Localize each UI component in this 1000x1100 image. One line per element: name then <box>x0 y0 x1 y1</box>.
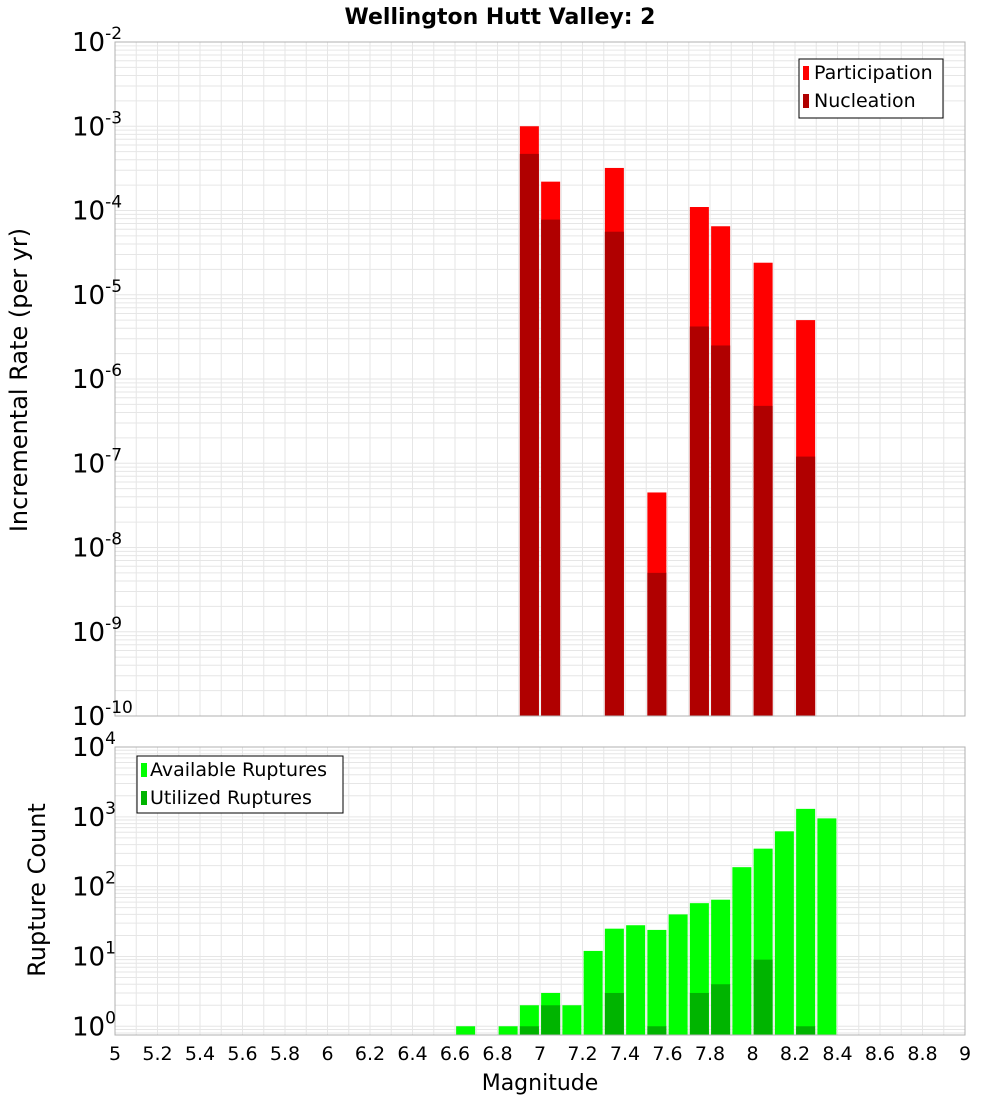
magnitude-x-tick-labels: 5 5.2 5.4 5.6 5.8 6 6.2 6.4 6.6 6.8 7 7.2 7.4 7.6 7.8 8… <box>109 1043 971 1065</box>
rate-bars <box>519 126 816 717</box>
utilized-ruptures-bar <box>519 1026 539 1035</box>
count-panel: 100 101 102 103 104 5 5.2 5.4 5.6 5.8 6 6.2 6.4 6.6 6… <box>23 729 971 1096</box>
utilized-ruptures-bar <box>796 1026 816 1035</box>
available-ruptures-bar <box>562 1005 582 1035</box>
count-plot-frame <box>114 746 966 1036</box>
utilized-ruptures-bar <box>689 992 709 1035</box>
available-ruptures-bar <box>732 867 752 1035</box>
available-ruptures-bar <box>498 1026 518 1035</box>
x-tick-label: 7.4 <box>610 1043 640 1065</box>
y-tick-label: 10-9 <box>72 614 122 648</box>
nucleation-bar <box>519 153 539 717</box>
x-tick-label: 5.4 <box>185 1043 215 1065</box>
x-tick-label: 8.6 <box>865 1043 895 1065</box>
x-tick-label: 6.8 <box>482 1043 512 1065</box>
available-ruptures-bar <box>583 950 603 1035</box>
x-tick-label: 7.2 <box>567 1043 597 1065</box>
nucleation-bar <box>647 572 667 716</box>
nucleation-swatch <box>803 94 809 108</box>
nucleation-bar <box>541 219 561 716</box>
available-ruptures-bar <box>647 929 667 1035</box>
x-tick-label: 5 <box>109 1043 121 1065</box>
nucleation-bar <box>711 345 731 716</box>
nucleation-bar <box>604 231 624 717</box>
x-tick-label: 8.8 <box>907 1043 937 1065</box>
x-tick-label: 7 <box>534 1043 546 1065</box>
utilized-swatch <box>141 791 147 805</box>
x-tick-label: 6.2 <box>355 1043 385 1065</box>
rate-plot-frame <box>114 41 966 717</box>
x-tick-label: 8.2 <box>780 1043 810 1065</box>
rate-panel: 10-10 10-9 10-8 10-7 10-6 10-5 10-4 10-3 10-2 In… <box>5 24 966 732</box>
x-tick-label: 6.4 <box>397 1043 427 1065</box>
y-tick-label: 10-6 <box>72 361 122 395</box>
utilized-ruptures-bar <box>647 1026 667 1035</box>
y-tick-label: 102 <box>72 869 116 903</box>
x-tick-label: 6.6 <box>440 1043 470 1065</box>
utilized-legend-label: Utilized Ruptures <box>150 787 312 809</box>
count-legend: Available Ruptures Utilized Ruptures <box>136 755 344 814</box>
x-tick-label: 5.2 <box>142 1043 172 1065</box>
y-tick-label: 10-4 <box>72 193 122 227</box>
chart-title: Wellington Hutt Valley: 2 <box>345 5 656 30</box>
x-tick-label: 8.4 <box>822 1043 852 1065</box>
available-ruptures-bar <box>626 925 646 1035</box>
y-tick-label: 104 <box>72 729 116 763</box>
y-tick-label: 10-8 <box>72 530 122 564</box>
y-tick-label: 10-7 <box>72 445 122 479</box>
rate-gridlines <box>114 41 966 717</box>
x-tick-label: 7.6 <box>652 1043 682 1065</box>
y-tick-label: 101 <box>72 938 116 972</box>
utilized-ruptures-bar <box>711 984 731 1035</box>
count-y-tick-labels: 100 101 102 103 104 <box>72 729 116 1042</box>
x-tick-label: 9 <box>959 1043 971 1065</box>
available-ruptures-bar <box>774 831 794 1035</box>
nucleation-legend-label: Nucleation <box>814 90 916 112</box>
rate-y-tick-labels: 10-10 10-9 10-8 10-7 10-6 10-5 10-4 10-3 10-2 <box>72 24 133 732</box>
x-tick-label: 6 <box>321 1043 333 1065</box>
participation-legend-label: Participation <box>814 62 933 84</box>
y-tick-label: 10-5 <box>72 277 122 311</box>
rate-y-axis-label: Incremental Rate (per yr) <box>5 228 33 532</box>
count-bars <box>456 808 837 1035</box>
utilized-ruptures-bar <box>541 1005 561 1035</box>
x-tick-label: 8 <box>746 1043 758 1065</box>
available-legend-label: Available Ruptures <box>150 759 327 781</box>
y-tick-label: 100 <box>72 1008 116 1042</box>
participation-swatch <box>803 66 809 80</box>
available-ruptures-bar <box>796 808 816 1035</box>
nucleation-bar <box>689 326 709 716</box>
y-tick-label: 10-10 <box>72 698 133 732</box>
y-tick-label: 10-3 <box>72 108 122 142</box>
available-ruptures-bar <box>668 914 688 1035</box>
rate-legend-box <box>798 58 944 119</box>
count-legend-box <box>136 755 344 814</box>
y-tick-label: 103 <box>72 799 116 833</box>
y-tick-label: 10-2 <box>72 24 122 58</box>
x-tick-label: 5.6 <box>227 1043 257 1065</box>
rate-legend: Participation Nucleation <box>798 58 944 119</box>
x-tick-label: 7.8 <box>695 1043 725 1065</box>
available-ruptures-bar <box>817 818 837 1035</box>
available-swatch <box>141 763 147 777</box>
x-tick-label: 5.8 <box>270 1043 300 1065</box>
utilized-ruptures-bar <box>604 992 624 1035</box>
available-ruptures-bar <box>456 1026 476 1035</box>
utilized-ruptures-bar <box>753 959 773 1035</box>
magnitude-x-axis-label: Magnitude <box>482 1071 599 1096</box>
nucleation-bar <box>753 405 773 716</box>
nucleation-bar <box>796 456 816 716</box>
count-y-axis-label: Rupture Count <box>23 803 51 977</box>
